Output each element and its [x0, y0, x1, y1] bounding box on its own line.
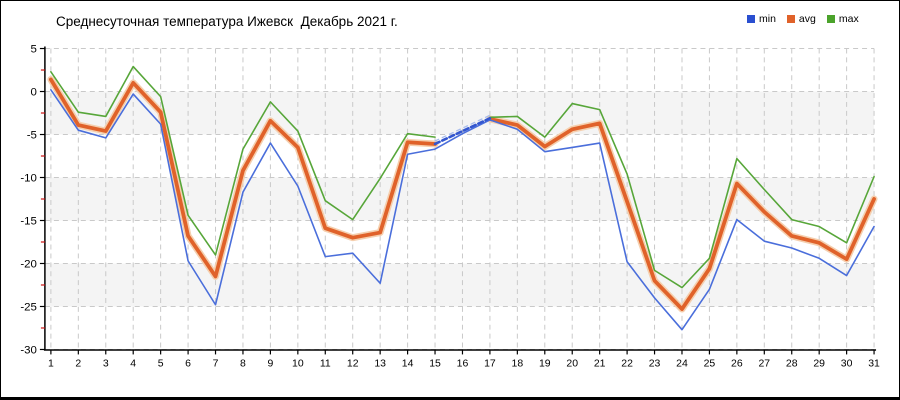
- chart-title: Среднесуточная температура Ижевск Декабр…: [56, 14, 398, 29]
- legend-label-avg: avg: [798, 13, 816, 25]
- y-tick-label: -5: [27, 130, 37, 142]
- x-tick-label: 8: [240, 358, 246, 369]
- y-tick-label: -10: [20, 172, 37, 184]
- series-max-line: [50, 65, 875, 289]
- legend-item-min[interactable]: min: [747, 13, 776, 25]
- y-tick-label: -25: [20, 301, 37, 313]
- x-tick-label: 9: [267, 358, 273, 369]
- y-axis-ticks: 5 0 -5 -10 -15 -20 -25 -30: [20, 44, 45, 356]
- x-tick-label: 25: [704, 358, 716, 369]
- legend-swatch-max: [826, 15, 835, 23]
- x-tick-label: 16: [457, 358, 469, 369]
- x-tick-label: 23: [649, 358, 661, 369]
- x-tick-label: 15: [429, 358, 441, 369]
- series-avg-forecast-dashed-line: [433, 114, 492, 146]
- x-tick-label: 20: [566, 358, 578, 369]
- series-min-line: [50, 89, 875, 331]
- x-tick-label: 10: [292, 358, 304, 369]
- legend-item-avg[interactable]: avg: [786, 13, 816, 25]
- y-tick-label: -30: [20, 344, 37, 356]
- legend-label-max: max: [838, 13, 859, 25]
- x-tick-label: 18: [512, 358, 524, 369]
- x-tick-label: 26: [731, 358, 743, 369]
- x-tick-label: 13: [374, 358, 386, 369]
- x-tick-label: 17: [484, 358, 496, 369]
- x-tick-label: 6: [185, 358, 191, 369]
- legend-swatch-min: [747, 15, 755, 23]
- x-tick-label: 1: [48, 358, 54, 369]
- x-tick-label: 28: [786, 358, 798, 369]
- x-tick-label: 27: [758, 358, 770, 369]
- y-tick-label: -15: [20, 215, 37, 227]
- x-tick-label: 12: [347, 358, 359, 369]
- x-axis-ticks: 1 2 3 4 5 6 7 8 9 10 11 12 13 14 15 16 17 18 19 20 21 22 23 24 2…: [48, 349, 880, 369]
- y-tick-label: -20: [20, 258, 37, 270]
- legend-label-min: min: [759, 13, 776, 25]
- x-tick-label: 5: [158, 358, 164, 369]
- x-tick-label: 21: [594, 358, 606, 369]
- x-tick-label: 4: [130, 358, 136, 369]
- x-tick-label: 29: [813, 358, 825, 369]
- legend-swatch-avg: [786, 15, 795, 23]
- series-avg-line: [47, 76, 878, 313]
- y-tick-label: 0: [31, 87, 37, 99]
- x-tick-label: 22: [621, 358, 633, 369]
- x-tick-label: 7: [213, 358, 219, 369]
- x-tick-label: 14: [402, 358, 414, 369]
- x-tick-label: 30: [841, 358, 853, 369]
- x-tick-label: 19: [539, 358, 551, 369]
- x-tick-label: 11: [320, 358, 331, 369]
- x-tick-label: 24: [676, 358, 688, 369]
- legend-item-max[interactable]: max: [826, 13, 859, 25]
- x-tick-label: 2: [75, 358, 81, 369]
- x-tick-label: 3: [103, 358, 109, 369]
- x-tick-label: 31: [868, 358, 880, 369]
- y-tick-label: 5: [31, 44, 37, 56]
- legend: min avg max: [747, 13, 859, 25]
